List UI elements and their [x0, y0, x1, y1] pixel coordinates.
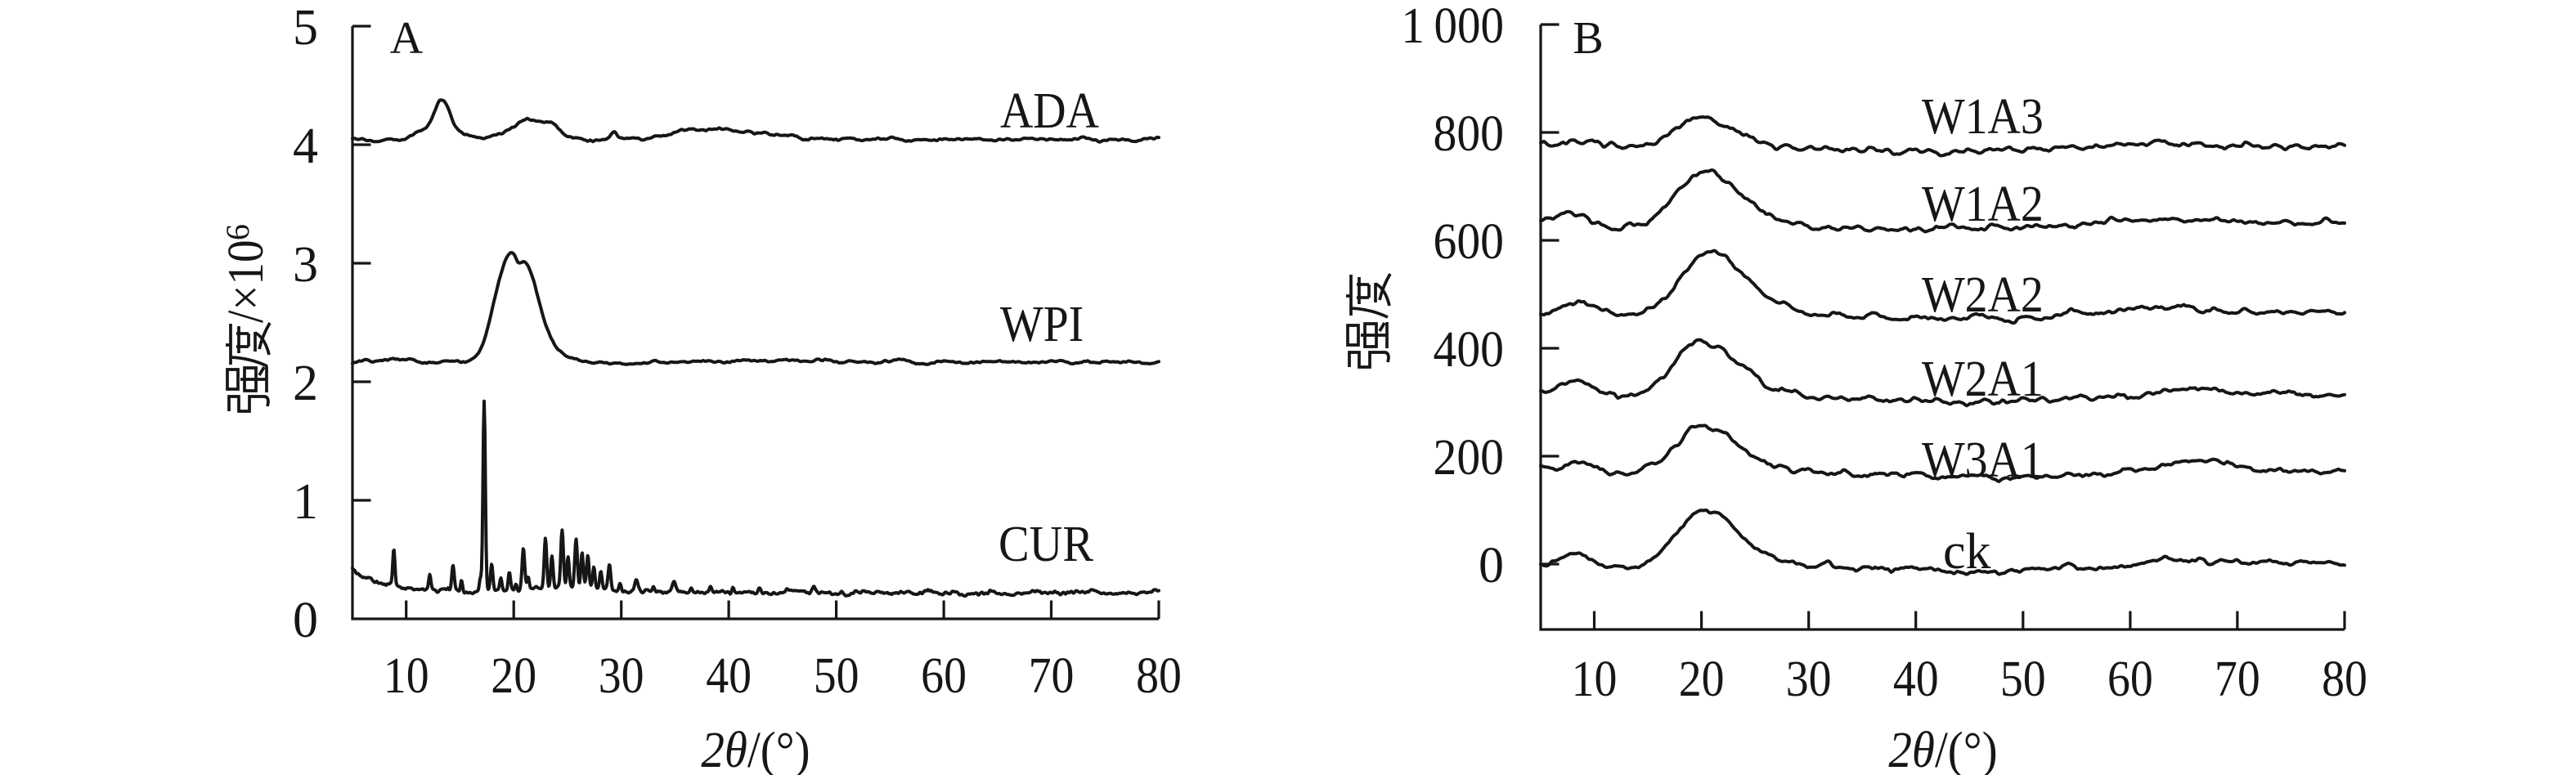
- svg-text:4: 4: [293, 119, 318, 174]
- svg-text:ADA: ADA: [1000, 82, 1099, 138]
- svg-text:W2A2: W2A2: [1922, 266, 2044, 322]
- svg-text:200: 200: [1434, 429, 1504, 485]
- svg-text:1: 1: [293, 474, 318, 530]
- svg-text:6: 6: [219, 224, 256, 240]
- svg-text:WPI: WPI: [1000, 295, 1084, 352]
- svg-text:3: 3: [293, 237, 318, 293]
- svg-text:0: 0: [1479, 538, 1504, 594]
- svg-text:0: 0: [293, 593, 318, 648]
- svg-text:30: 30: [1786, 650, 1832, 706]
- svg-text:A: A: [390, 13, 424, 64]
- svg-text:80: 80: [1136, 647, 1182, 703]
- svg-text:50: 50: [2000, 650, 2046, 706]
- svg-text:W2A1: W2A1: [1922, 350, 2044, 406]
- svg-text:20: 20: [491, 647, 536, 703]
- svg-text:40: 40: [706, 647, 752, 703]
- svg-text:80: 80: [2322, 650, 2367, 706]
- svg-text:1 000: 1 000: [1402, 0, 1504, 54]
- svg-text:10: 10: [384, 647, 429, 703]
- svg-text:B: B: [1573, 13, 1603, 64]
- svg-text:70: 70: [1029, 647, 1075, 703]
- svg-text:30: 30: [599, 647, 644, 703]
- svg-text:60: 60: [921, 647, 967, 703]
- svg-text:20: 20: [1679, 650, 1725, 706]
- svg-text:2θ/(°): 2θ/(°): [701, 722, 810, 775]
- svg-text:2θ/(°): 2θ/(°): [1888, 722, 1997, 775]
- svg-text:800: 800: [1434, 105, 1504, 161]
- svg-text:W1A3: W1A3: [1922, 87, 2044, 144]
- svg-text:W1A2: W1A2: [1922, 175, 2044, 231]
- svg-text:ck: ck: [1943, 524, 1991, 580]
- svg-text:400: 400: [1434, 321, 1504, 377]
- svg-text:2: 2: [293, 356, 318, 411]
- svg-text:60: 60: [2107, 650, 2153, 706]
- svg-text:5: 5: [293, 0, 318, 56]
- svg-text:50: 50: [814, 647, 859, 703]
- svg-text:10: 10: [1572, 650, 1618, 706]
- svg-text:W3A1: W3A1: [1922, 431, 2044, 487]
- svg-text:600: 600: [1434, 213, 1504, 269]
- svg-text:40: 40: [1893, 650, 1939, 706]
- svg-text:/×10: /×10: [218, 240, 274, 323]
- svg-text:CUR: CUR: [999, 516, 1093, 572]
- svg-text:70: 70: [2215, 650, 2260, 706]
